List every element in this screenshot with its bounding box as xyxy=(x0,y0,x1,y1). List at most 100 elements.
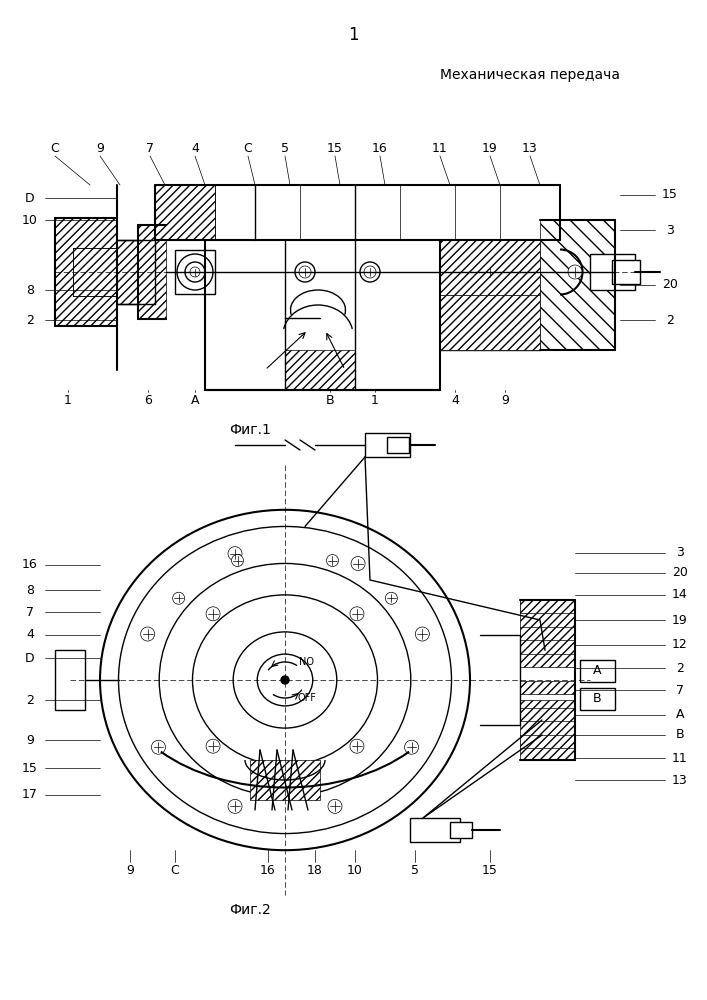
Text: Фиг.2: Фиг.2 xyxy=(229,903,271,917)
Text: A: A xyxy=(592,664,601,678)
Circle shape xyxy=(231,555,243,567)
Text: 17: 17 xyxy=(22,788,38,802)
Circle shape xyxy=(299,266,311,278)
Bar xyxy=(540,220,615,350)
Circle shape xyxy=(281,676,289,684)
Text: 12: 12 xyxy=(672,639,688,652)
Circle shape xyxy=(351,557,365,571)
Text: 20: 20 xyxy=(672,566,688,580)
Text: A: A xyxy=(191,393,199,406)
Circle shape xyxy=(350,607,364,621)
Bar xyxy=(73,248,117,296)
Text: 2: 2 xyxy=(666,314,674,326)
Text: 20: 20 xyxy=(662,278,678,292)
Text: 11: 11 xyxy=(672,752,688,764)
Ellipse shape xyxy=(233,632,337,728)
Text: 9: 9 xyxy=(501,393,509,406)
Bar xyxy=(440,295,540,350)
Text: 7: 7 xyxy=(676,684,684,696)
Text: 2: 2 xyxy=(26,314,34,326)
Bar xyxy=(440,240,540,350)
Bar xyxy=(117,240,155,304)
Bar xyxy=(410,818,460,842)
Text: 10: 10 xyxy=(22,214,38,227)
Circle shape xyxy=(185,262,205,282)
Bar xyxy=(55,218,117,326)
Text: B: B xyxy=(676,728,684,742)
Text: A: A xyxy=(676,708,684,722)
Text: 11: 11 xyxy=(432,141,448,154)
Bar xyxy=(520,600,575,613)
Text: 18: 18 xyxy=(307,863,323,876)
Text: 15: 15 xyxy=(327,141,343,154)
Text: OFF: OFF xyxy=(298,693,317,703)
Text: 1: 1 xyxy=(64,393,72,406)
Text: 13: 13 xyxy=(672,774,688,786)
Text: 13: 13 xyxy=(522,141,538,154)
Circle shape xyxy=(206,607,220,621)
Bar xyxy=(520,735,575,748)
Text: 5: 5 xyxy=(411,863,419,876)
Bar xyxy=(285,350,355,390)
Circle shape xyxy=(327,555,339,567)
Text: C: C xyxy=(51,141,59,154)
Circle shape xyxy=(385,592,397,604)
Text: 3: 3 xyxy=(676,546,684,560)
Bar xyxy=(520,600,575,660)
Text: 16: 16 xyxy=(372,141,388,154)
Text: 10: 10 xyxy=(347,863,363,876)
Circle shape xyxy=(228,547,242,561)
Bar xyxy=(387,437,409,453)
Text: 1: 1 xyxy=(348,26,358,44)
Circle shape xyxy=(360,262,380,282)
Bar xyxy=(365,433,410,457)
Text: 9: 9 xyxy=(96,141,104,154)
Text: B: B xyxy=(592,692,602,706)
Circle shape xyxy=(206,739,220,753)
Bar xyxy=(520,708,575,721)
Bar xyxy=(520,654,575,667)
Bar xyxy=(55,650,85,710)
Text: 9: 9 xyxy=(126,863,134,876)
Text: 8: 8 xyxy=(26,584,34,596)
Text: 7: 7 xyxy=(26,605,34,618)
Ellipse shape xyxy=(100,510,470,850)
Circle shape xyxy=(483,265,497,279)
Text: 1: 1 xyxy=(371,393,379,406)
Text: 15: 15 xyxy=(482,863,498,876)
Text: C: C xyxy=(244,141,252,154)
Text: 19: 19 xyxy=(482,141,498,154)
Text: 2: 2 xyxy=(676,662,684,674)
Bar xyxy=(175,250,215,294)
Text: NO: NO xyxy=(300,657,315,667)
Text: 5: 5 xyxy=(281,141,289,154)
Text: 19: 19 xyxy=(672,613,688,626)
Bar xyxy=(440,240,540,295)
Circle shape xyxy=(228,799,242,813)
Text: Механическая передача: Механическая передача xyxy=(440,68,620,82)
Bar xyxy=(612,260,640,284)
Text: Фиг.1: Фиг.1 xyxy=(229,423,271,437)
Circle shape xyxy=(151,740,165,754)
Bar xyxy=(138,225,166,319)
Text: 6: 6 xyxy=(144,393,152,406)
Bar xyxy=(450,822,472,838)
Text: 14: 14 xyxy=(672,588,688,601)
Text: 15: 15 xyxy=(662,188,678,202)
Circle shape xyxy=(295,262,315,282)
Bar xyxy=(155,185,215,240)
Text: 8: 8 xyxy=(26,284,34,296)
Circle shape xyxy=(350,739,364,753)
Text: 16: 16 xyxy=(22,558,38,572)
Text: 16: 16 xyxy=(260,863,276,876)
Text: D: D xyxy=(25,192,35,205)
Circle shape xyxy=(568,265,582,279)
Text: 7: 7 xyxy=(146,141,154,154)
Circle shape xyxy=(404,740,419,754)
Circle shape xyxy=(173,592,185,604)
Text: 4: 4 xyxy=(26,629,34,642)
Text: 4: 4 xyxy=(451,393,459,406)
Text: 15: 15 xyxy=(22,762,38,774)
Circle shape xyxy=(364,266,376,278)
Text: 4: 4 xyxy=(191,141,199,154)
